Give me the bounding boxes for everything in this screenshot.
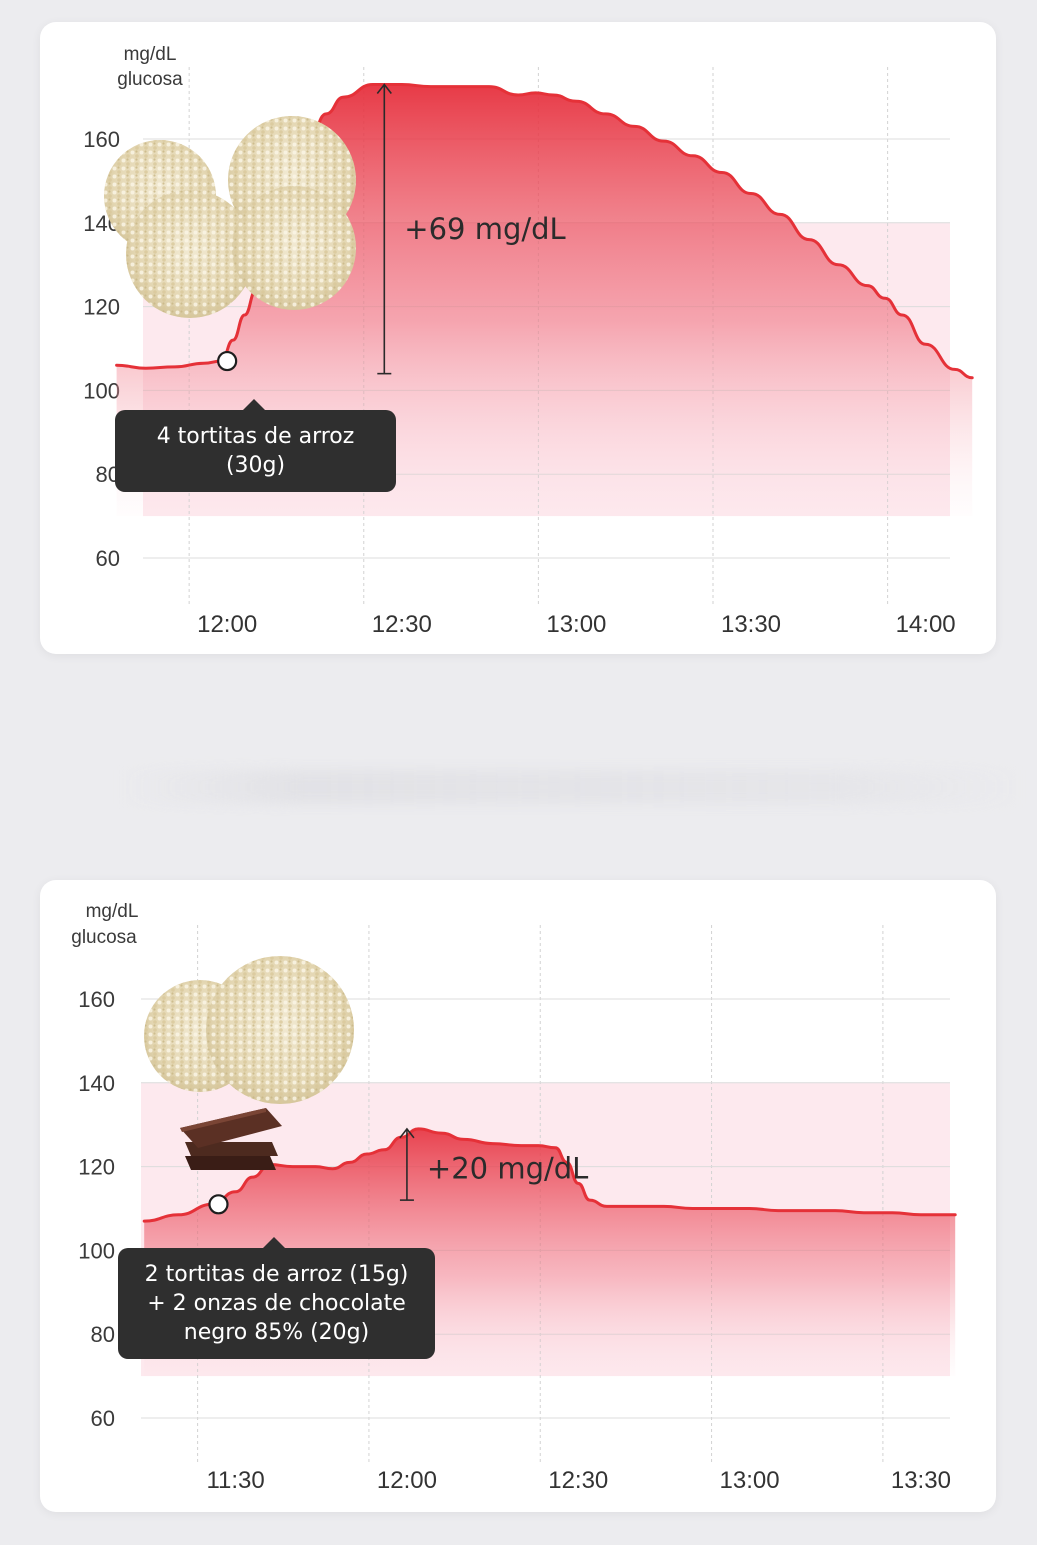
x-tick-label-3: 13:00: [720, 1467, 780, 1494]
rice-cakes-image: [104, 116, 356, 318]
y-tick-label-80: 80: [91, 1322, 115, 1347]
annotation-line-3: negro 85% (20g): [183, 1320, 370, 1345]
delta-label: +69 mg/dL: [404, 212, 565, 246]
y-tick-label-120: 120: [78, 1155, 115, 1180]
y-tick-label-120: 120: [83, 295, 120, 320]
meal-annotation-tooltip: 2 tortitas de arroz (15g) + 2 onzas de c…: [118, 1237, 435, 1359]
annotation-line-2: (30g): [225, 453, 286, 478]
chart-svg-2: mg/dL glucosa 160 140 120 100 80 60 11:30 12:00…: [71, 901, 957, 1494]
x-tick-label-2: 13:00: [546, 611, 606, 638]
meal-marker: [208, 1194, 229, 1215]
y-tick-label-60: 60: [91, 1406, 115, 1431]
x-tick-label-0: 11:30: [206, 1467, 264, 1494]
x-tick-label-2: 12:30: [548, 1467, 608, 1494]
y-unit-label: mg/dL: [124, 44, 177, 65]
y-tick-label-160: 160: [83, 127, 120, 152]
dark-chocolate-image: [180, 1108, 282, 1170]
y-unit-sublabel: glucosa: [117, 69, 183, 90]
delta-arrow-head: [376, 83, 392, 95]
y-unit-label: mg/dL: [86, 901, 139, 922]
glucose-curve: [115, 83, 974, 380]
y-tick-label-100: 100: [78, 1238, 115, 1263]
glucose-chart-rice-cakes: mg/dL glucosa 160 140 120 100 80 60 12:00 12:30…: [40, 22, 996, 654]
y-tick-label-140: 140: [78, 1071, 115, 1096]
delta-label: +20 mg/dL: [427, 1152, 588, 1186]
annotation-line-1: 2 tortitas de arroz (15g): [144, 1262, 409, 1287]
annotation-line-1: 4 tortitas de arroz: [156, 424, 355, 449]
glucose-curve: [142, 1127, 957, 1223]
delta-arrow-head: [399, 1127, 415, 1139]
meal-marker: [217, 350, 238, 372]
glucose-chart-rice-cakes-chocolate: mg/dL glucosa 160 140 120 100 80 60 11:30 12:00…: [40, 880, 996, 1512]
x-tick-label-4: 13:30: [891, 1467, 951, 1494]
x-tick-label-1: 12:00: [377, 1467, 437, 1494]
annotation-line-2: + 2 onzas de chocolate: [147, 1291, 406, 1316]
y-tick-label-60: 60: [96, 546, 120, 571]
x-tick-label-0: 12:00: [197, 611, 257, 638]
x-tick-label-1: 12:30: [372, 611, 432, 638]
y-unit-sublabel: glucosa: [71, 927, 137, 948]
y-tick-label-160: 160: [78, 987, 115, 1012]
rice-cakes-image: [144, 956, 354, 1104]
meal-annotation-tooltip: 4 tortitas de arroz (30g): [115, 399, 396, 492]
x-tick-label-4: 14:00: [896, 611, 956, 638]
y-tick-label-100: 100: [83, 378, 120, 403]
x-tick-label-3: 13:30: [721, 611, 781, 638]
divider-blur: [120, 770, 1020, 804]
